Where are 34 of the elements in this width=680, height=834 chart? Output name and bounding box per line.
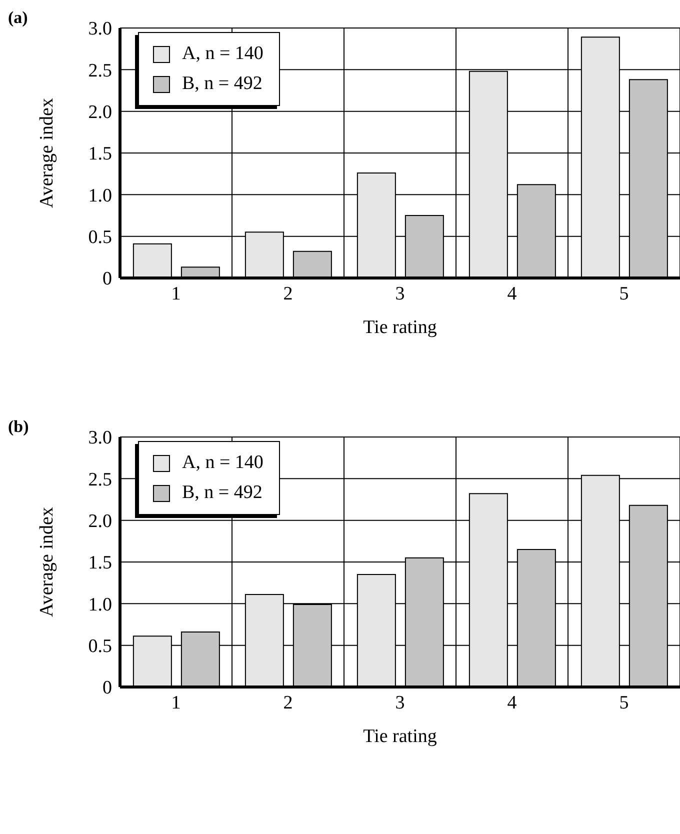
x-tick-label: 1 bbox=[171, 283, 181, 304]
legend-label: B, n = 492 bbox=[182, 481, 262, 505]
legend-label: A, n = 140 bbox=[182, 42, 264, 66]
y-tick-label: 2.5 bbox=[88, 60, 112, 82]
x-tick-label: 2 bbox=[283, 692, 293, 714]
y-tick-label: 0 bbox=[102, 678, 112, 699]
y-tick-label: 2.0 bbox=[88, 511, 112, 532]
y-axis-title: Average index bbox=[36, 98, 58, 208]
x-tick-label: 1 bbox=[171, 692, 181, 714]
x-axis-title: Tie rating bbox=[363, 317, 438, 338]
legend-label: A, n = 140 bbox=[182, 451, 264, 475]
x-tick-label: 2 bbox=[283, 283, 293, 304]
x-tick-label: 4 bbox=[507, 283, 518, 304]
y-tick-label: 3.0 bbox=[88, 428, 112, 449]
y-axis-title: Average index bbox=[36, 506, 58, 617]
y-tick-label: 0 bbox=[102, 268, 112, 290]
y-tick-label: 2.5 bbox=[88, 469, 112, 490]
y-tick-label: 1.5 bbox=[88, 144, 112, 165]
x-tick-label: 3 bbox=[395, 283, 405, 304]
chart-title: (b) bbox=[8, 417, 29, 437]
x-axis-title: Tie rating bbox=[363, 726, 438, 747]
y-tick-label: 3.0 bbox=[88, 18, 112, 40]
x-tick-label: 3 bbox=[395, 692, 405, 714]
x-tick-label: 5 bbox=[619, 283, 629, 304]
chart-title: (a) bbox=[8, 8, 28, 28]
x-tick-label: 4 bbox=[507, 692, 518, 714]
legend-label: B, n = 492 bbox=[182, 72, 262, 96]
y-tick-label: 0.5 bbox=[88, 636, 112, 658]
y-tick-label: 1.0 bbox=[88, 185, 112, 206]
y-tick-label: 2.0 bbox=[88, 102, 112, 124]
y-tick-label: 0.5 bbox=[88, 227, 112, 248]
x-tick-label: 5 bbox=[619, 692, 629, 714]
y-tick-label: 1.0 bbox=[88, 594, 112, 616]
y-tick-label: 1.5 bbox=[88, 552, 112, 574]
